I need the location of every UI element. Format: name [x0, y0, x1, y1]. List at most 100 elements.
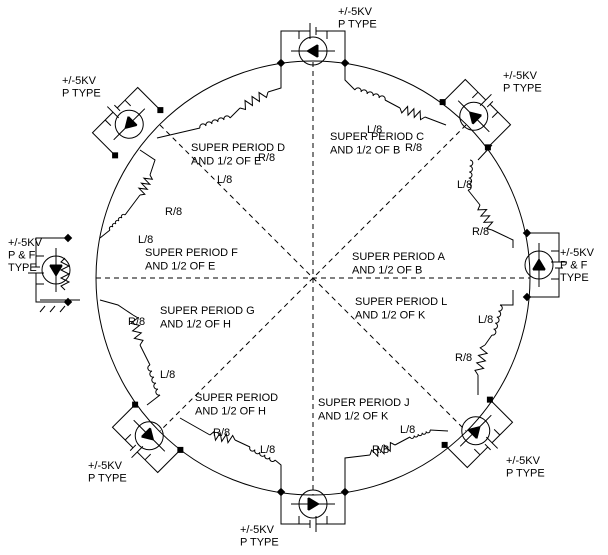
inductor	[491, 304, 503, 336]
component-label: R/8	[165, 206, 182, 218]
component-label: L/8	[160, 369, 175, 381]
power-supply	[91, 86, 164, 159]
component-label: L/8	[217, 174, 232, 186]
diode-housing	[134, 421, 164, 451]
battery-plate	[106, 106, 119, 119]
component-label: L/8	[478, 314, 493, 326]
sector-label: SUPER PERIOD L	[355, 296, 447, 308]
diode	[299, 44, 327, 58]
resistor	[369, 441, 396, 458]
inductor	[199, 115, 231, 129]
resistor	[137, 174, 154, 196]
sector-label: SUPER PERIOD C	[330, 131, 424, 143]
inductor	[249, 446, 276, 462]
supply-label: +/-5KV	[8, 237, 43, 249]
wire	[104, 99, 126, 121]
component-label: L/8	[367, 124, 382, 136]
resistor	[474, 344, 489, 376]
resistor	[59, 257, 71, 291]
supply-label: P & F	[8, 249, 36, 261]
sector-label: SUPER PERIOD G	[160, 305, 255, 317]
node	[112, 152, 119, 159]
node	[63, 233, 73, 243]
wire	[442, 78, 512, 148]
wire	[444, 399, 514, 469]
wire	[479, 434, 501, 456]
wire	[477, 91, 499, 113]
supply-label: TYPE	[560, 272, 589, 284]
supply-label: +/-5KV	[503, 70, 538, 82]
power-supply	[111, 401, 184, 474]
wire	[527, 232, 560, 298]
wire	[39, 299, 80, 313]
component-label: R/8	[455, 352, 472, 364]
resistor	[129, 314, 144, 346]
supply-label: P TYPE	[62, 87, 101, 99]
node	[132, 401, 139, 408]
component-label: R/8	[472, 226, 489, 238]
supply-label: P TYPE	[503, 82, 542, 94]
node	[157, 107, 164, 114]
diode	[118, 113, 140, 135]
node	[441, 441, 448, 448]
sector-label: AND 1/2 OF B	[330, 144, 400, 156]
sector-label: SUPER PERIOD	[195, 392, 278, 404]
inductor	[409, 429, 431, 439]
wire	[179, 417, 282, 493]
node	[177, 446, 184, 453]
sector-label: SUPER PERIOD D	[191, 142, 285, 154]
power-supply	[439, 78, 512, 151]
wire	[280, 492, 346, 525]
resistor	[239, 91, 269, 111]
supply-label: TYPE	[8, 262, 37, 274]
wire	[156, 63, 282, 139]
battery-plate	[486, 101, 494, 108]
sector-label: SUPER PERIOD F	[145, 247, 238, 259]
supply-label: +/-5KV	[506, 455, 541, 467]
wire	[124, 439, 146, 461]
sector-label: AND 1/2 OF K	[318, 410, 389, 422]
inductor	[467, 159, 474, 191]
diode	[138, 425, 160, 447]
diode	[465, 420, 487, 442]
wire	[344, 429, 449, 493]
inductor	[354, 87, 386, 101]
sector-label: AND 1/2 OF H	[160, 318, 231, 330]
sector-label: SUPER PERIOD J	[318, 397, 410, 409]
diode	[463, 105, 485, 127]
component-label: L/8	[400, 424, 415, 436]
sector-label: AND 1/2 OF B	[352, 264, 422, 276]
supply-label: P TYPE	[338, 18, 377, 30]
node	[522, 228, 532, 238]
inductor	[108, 213, 126, 231]
node	[439, 99, 446, 106]
supply-label: +/-5KV	[560, 247, 595, 259]
component-label: L/8	[260, 444, 275, 456]
sector-label: AND 1/2 OF K	[355, 309, 426, 321]
power-supply	[276, 23, 350, 68]
supply-label: P TYPE	[506, 467, 545, 479]
supply-label: P & F	[560, 259, 588, 271]
diode	[49, 256, 63, 284]
wire	[477, 290, 514, 395]
node	[522, 292, 532, 302]
wire	[35, 237, 68, 303]
component-label: R/8	[372, 444, 389, 456]
diode-housing	[461, 416, 491, 446]
resistor	[477, 204, 494, 231]
sector-label: AND 1/2 OF H	[195, 405, 266, 417]
node	[63, 297, 73, 307]
wire	[99, 149, 156, 239]
sector-label: SUPER PERIOD A	[352, 251, 446, 263]
wire	[344, 63, 447, 126]
divider	[159, 124, 467, 432]
wire	[111, 404, 181, 474]
diode-housing	[459, 101, 489, 131]
sector-label: AND 1/2 OF E	[191, 155, 261, 167]
wire	[467, 144, 514, 248]
resistor	[209, 430, 236, 444]
supply-label: +/-5KV	[62, 75, 97, 87]
supply-label: P TYPE	[240, 536, 279, 548]
component-label: R/8	[213, 427, 230, 439]
